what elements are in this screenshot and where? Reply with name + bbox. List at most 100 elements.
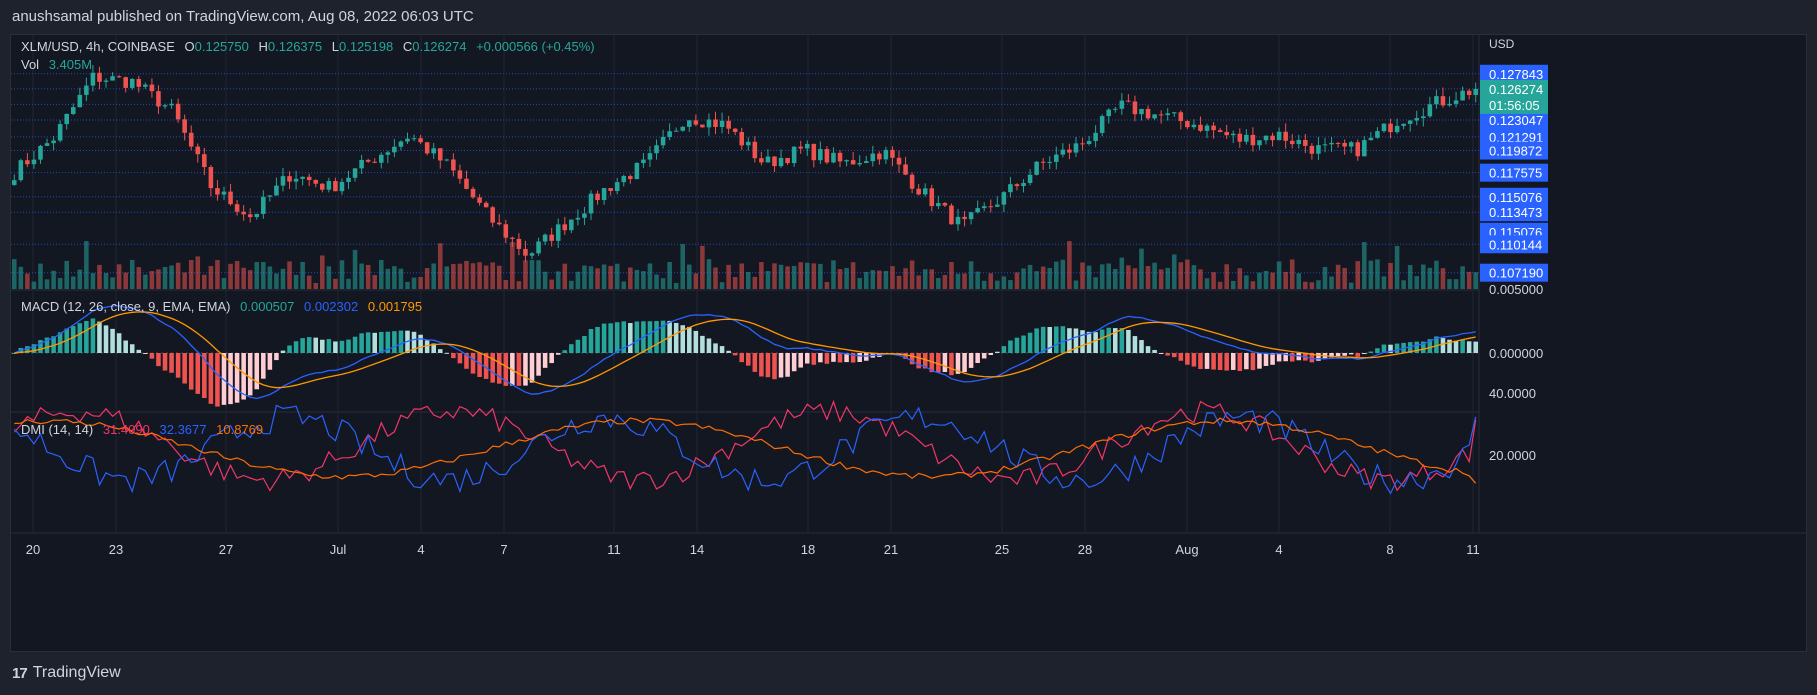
candle-body	[896, 157, 902, 165]
macd-histogram-bar	[824, 353, 830, 364]
macd-histogram-bar	[1001, 346, 1007, 353]
candle-body	[1047, 161, 1053, 163]
candle-body	[1401, 123, 1406, 126]
candle-body	[346, 177, 351, 182]
candle-body	[352, 168, 358, 178]
volume-bar	[215, 260, 220, 289]
macd-histogram-bar	[575, 339, 581, 353]
volume-bar	[713, 267, 718, 289]
candle-body	[1034, 161, 1039, 175]
macd-histogram-bar	[352, 336, 358, 353]
candle-body	[97, 72, 102, 82]
candle-body	[379, 154, 384, 163]
chart-frame[interactable]: 20 23 27 Jul 4 7 11 14 18 21 25 28 Aug 4 8 11 USD 0.12784…	[10, 34, 1807, 652]
candle-body	[791, 146, 797, 164]
macd-histogram-bar	[1388, 344, 1393, 353]
vol-value: 3.405M	[48, 57, 93, 72]
macd-histogram-bar	[1158, 353, 1164, 354]
candle-body	[320, 183, 325, 190]
volume-bar	[903, 268, 908, 289]
volume-bar	[883, 271, 889, 289]
macd-histogram-bar	[215, 353, 220, 407]
symbol-label[interactable]: XLM/USD, 4h, COINBASE	[21, 39, 175, 54]
volume-bar	[12, 259, 17, 289]
candle-body	[437, 148, 443, 161]
price-tag-bg	[1480, 64, 1548, 83]
volume-bar	[1139, 248, 1144, 289]
macd-histogram-bar	[700, 335, 705, 353]
candle-body	[306, 176, 312, 181]
macd-histogram-bar	[274, 353, 279, 361]
macd-histogram-bar	[1335, 353, 1341, 357]
candle-body	[929, 188, 935, 207]
publisher-line: anushsamal published on TradingView.com,…	[12, 8, 474, 25]
candle-body	[542, 234, 548, 242]
volume-bar	[601, 264, 607, 289]
volume-bar	[437, 243, 443, 289]
volume-bar	[1027, 264, 1033, 289]
volume-bar	[660, 278, 666, 289]
candle-body	[470, 188, 476, 198]
macd-histogram-bar	[1355, 353, 1361, 357]
volume-bar	[785, 266, 790, 289]
volume-bar	[418, 276, 423, 289]
chart-canvas[interactable]: 20 23 27 Jul 4 7 11 14 18 21 25 28 Aug 4 8 11 USD 0.12784…	[11, 35, 1806, 651]
x-tick-label: 27	[219, 542, 233, 557]
volume-bar	[1073, 280, 1079, 289]
candle-body	[1001, 192, 1007, 205]
candle-body	[523, 248, 528, 256]
macd-histogram-bar	[1368, 351, 1374, 353]
candle-body	[555, 224, 561, 241]
candle-body	[981, 206, 987, 209]
candle-body	[261, 196, 266, 214]
macd-histogram-bar	[614, 322, 620, 353]
macd-histogram-bar	[221, 353, 227, 405]
macd-histogram-bar	[1132, 336, 1138, 353]
candle-body	[31, 159, 37, 165]
candle-body	[162, 105, 168, 107]
candle-body	[660, 136, 666, 146]
candle-body	[1388, 123, 1393, 133]
volume-bar	[483, 265, 489, 289]
x-tick-label: 14	[690, 542, 704, 557]
candle-body	[1106, 109, 1111, 117]
candle-body	[1263, 135, 1269, 141]
macd-histogram-bar	[562, 350, 568, 353]
volume-bar	[188, 260, 194, 289]
macd-histogram-bar	[857, 353, 862, 362]
price-tag-bg	[1480, 187, 1548, 206]
brand-name[interactable]: TradingView	[32, 664, 121, 681]
macd-histogram-bar	[365, 332, 371, 353]
macd-histogram-bar	[732, 353, 738, 356]
candle-body	[1296, 139, 1302, 145]
macd-histogram-bar	[90, 318, 96, 353]
dmi-minus-line	[13, 404, 1477, 495]
macd-histogram-bar	[1263, 353, 1269, 366]
x-tick-label: 7	[500, 542, 507, 557]
change-value: +0.000566 (+0.45%)	[476, 39, 595, 54]
dmi-title[interactable]: DMI (14, 14)	[21, 422, 94, 437]
high-label: H	[258, 39, 268, 54]
macd-histogram-bar	[51, 336, 56, 353]
volume-bar	[1165, 267, 1170, 289]
candle-body	[1335, 142, 1341, 144]
macd-histogram-bar	[542, 353, 548, 368]
volume-bar	[64, 260, 69, 289]
macd-histogram-bar	[660, 320, 666, 353]
macd-histogram-bar	[1080, 330, 1085, 353]
macd-histogram-bar	[70, 326, 76, 353]
macd-title[interactable]: MACD (12, 26, close, 9, EMA, EMA)	[21, 299, 231, 314]
candle-body	[588, 193, 594, 214]
macd-histogram-bar	[483, 353, 489, 379]
x-tick-label: 28	[1078, 542, 1092, 557]
candle-body	[582, 213, 587, 218]
volume-bar	[1434, 260, 1439, 289]
macd-histogram-bar	[759, 353, 764, 377]
candle-body	[490, 207, 495, 223]
volume-bar	[352, 249, 358, 289]
candle-body	[398, 141, 404, 147]
volume-bar	[38, 263, 43, 289]
macd-histogram-bar	[811, 353, 817, 365]
macd-histogram-bar	[752, 353, 758, 372]
volume-bar	[477, 262, 482, 289]
